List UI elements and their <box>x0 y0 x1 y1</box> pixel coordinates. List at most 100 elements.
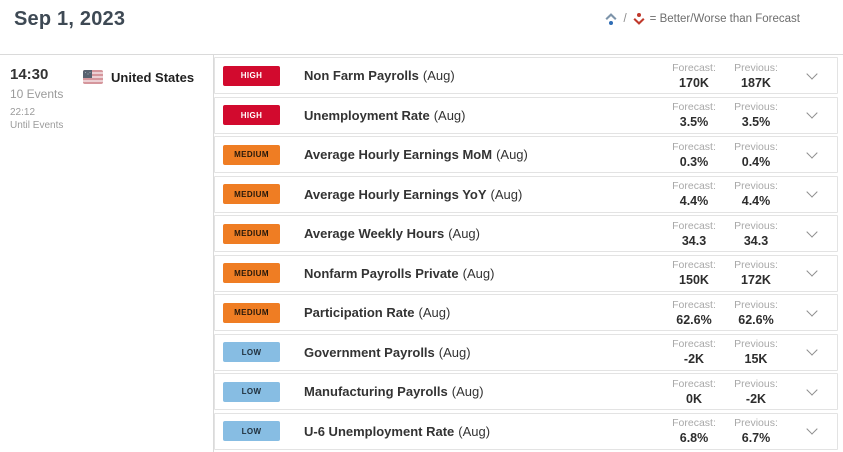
importance-badge: LOW <box>223 381 280 402</box>
expand-row-button[interactable] <box>787 304 837 317</box>
chevron-down-icon <box>806 225 818 238</box>
chevron-down-icon <box>806 107 818 119</box>
previous-value: 187K <box>741 75 771 90</box>
previous-value: 34.3 <box>743 233 769 248</box>
countdown-label: Until Events <box>10 120 64 131</box>
previous-column: Previous: 172K <box>725 259 787 287</box>
event-row-u6-unemployment-rate[interactable]: LOW U-6 Unemployment Rate (Aug) Forecast:… <box>214 412 838 450</box>
previous-value: 172K <box>741 273 771 287</box>
importance-badge: MEDIUM <box>223 144 280 165</box>
forecast-value: 3.5% <box>679 115 709 129</box>
chevron-down-icon <box>806 383 818 396</box>
expand-row-button[interactable] <box>787 146 837 159</box>
previous-value: 0.4% <box>741 154 771 169</box>
importance-badge: LOW <box>223 342 280 362</box>
page-header: Sep 1, 2023 / = Better/Worse than Foreca… <box>0 0 843 55</box>
event-name: Government Payrolls (Aug) <box>304 344 471 360</box>
importance-badge: MEDIUM <box>223 223 280 244</box>
event-name: Average Weekly Hours (Aug) <box>304 226 480 241</box>
forecast-column: Forecast: 0.3% <box>663 141 725 169</box>
forecast-value: 6.8% <box>679 431 709 445</box>
expand-row-button[interactable] <box>787 67 837 80</box>
chevron-down-icon <box>806 67 818 80</box>
event-row-non-farm-payrolls[interactable]: HIGH Non Farm Payrolls (Aug) Forecast: 17… <box>214 57 838 94</box>
better-than-forecast-icon <box>604 12 618 26</box>
forecast-value: 170K <box>679 75 709 90</box>
forecast-column: Forecast: 170K <box>663 62 725 90</box>
event-row-participation-rate[interactable]: MEDIUM Participation Rate (Aug) Forecast:… <box>214 294 838 331</box>
event-name: Unemployment Rate (Aug) <box>304 107 466 123</box>
chevron-down-icon <box>806 186 818 198</box>
forecast-column: Forecast: 62.6% <box>663 299 725 327</box>
event-row-avg-hourly-earnings-yoy[interactable]: MEDIUM Average Hourly Earnings YoY (Aug) … <box>214 175 838 213</box>
forecast-column: Forecast: -2K <box>663 338 725 366</box>
event-name: Average Hourly Earnings YoY (Aug) <box>304 186 523 202</box>
calendar-content: 14:30 10 Events 22:12 Until Events <box>0 55 843 452</box>
better-worse-legend: / = Better/Worse than Forecast <box>604 12 800 26</box>
event-row-nonfarm-payrolls-private[interactable]: MEDIUM Nonfarm Payrolls Private (Aug) For… <box>214 254 838 292</box>
previous-column: Previous: -2K <box>725 378 787 406</box>
expand-row-button[interactable] <box>787 186 837 198</box>
expand-row-button[interactable] <box>787 423 837 435</box>
importance-badge: MEDIUM <box>223 184 280 204</box>
previous-column: Previous: 62.6% <box>725 299 787 327</box>
event-name: Participation Rate (Aug) <box>304 305 451 320</box>
event-name: Manufacturing Payrolls (Aug) <box>304 384 484 399</box>
previous-column: Previous: 6.7% <box>725 417 787 445</box>
previous-value: 4.4% <box>741 194 771 208</box>
importance-badge: HIGH <box>223 105 280 125</box>
event-row-unemployment-rate[interactable]: HIGH Unemployment Rate (Aug) Forecast: 3.… <box>214 96 838 134</box>
chevron-down-icon <box>806 423 818 435</box>
time-country-sidebar: 14:30 10 Events 22:12 Until Events <box>0 55 214 452</box>
previous-value: -2K <box>745 391 767 406</box>
page-title: Sep 1, 2023 <box>14 8 126 30</box>
event-row-avg-hourly-earnings-mom[interactable]: MEDIUM Average Hourly Earnings MoM (Aug) … <box>214 136 838 173</box>
forecast-column: Forecast: 150K <box>663 259 725 287</box>
previous-column: Previous: 0.4% <box>725 141 787 169</box>
legend-text: = Better/Worse than Forecast <box>649 13 800 25</box>
event-name: Nonfarm Payrolls Private (Aug) <box>304 265 495 281</box>
forecast-column: Forecast: 34.3 <box>663 220 725 248</box>
forecast-column: Forecast: 3.5% <box>663 101 725 129</box>
countdown-timer: 22:12 <box>10 107 36 118</box>
importance-badge: LOW <box>223 421 280 441</box>
previous-column: Previous: 3.5% <box>725 101 787 129</box>
forecast-value: 150K <box>679 273 709 287</box>
event-name: U-6 Unemployment Rate (Aug) <box>304 423 491 439</box>
event-name: Non Farm Payrolls (Aug) <box>304 68 455 83</box>
event-name: Average Hourly Earnings MoM (Aug) <box>304 147 528 162</box>
previous-value: 6.7% <box>741 431 771 445</box>
expand-row-button[interactable] <box>787 344 837 356</box>
event-row-manufacturing-payrolls[interactable]: LOW Manufacturing Payrolls (Aug) Forecast… <box>214 373 838 410</box>
previous-value: 62.6% <box>738 312 774 327</box>
event-row-government-payrolls[interactable]: LOW Government Payrolls (Aug) Forecast: -… <box>214 333 838 371</box>
importance-badge: HIGH <box>223 65 280 86</box>
expand-row-button[interactable] <box>787 225 837 238</box>
forecast-value: 0.3% <box>679 154 709 169</box>
previous-value: 3.5% <box>741 115 771 129</box>
chevron-down-icon <box>806 344 818 356</box>
expand-row-button[interactable] <box>787 265 837 277</box>
expand-row-button[interactable] <box>787 107 837 119</box>
previous-column: Previous: 4.4% <box>725 180 787 208</box>
previous-column: Previous: 15K <box>725 338 787 366</box>
forecast-value: 0K <box>686 391 702 406</box>
forecast-column: Forecast: 0K <box>663 378 725 406</box>
legend-separator: / <box>623 13 627 25</box>
importance-badge: MEDIUM <box>223 302 280 323</box>
forecast-column: Forecast: 6.8% <box>663 417 725 445</box>
previous-column: Previous: 187K <box>725 62 787 90</box>
time-block: 14:30 10 Events 22:12 Until Events <box>10 66 83 452</box>
worse-than-forecast-icon <box>632 12 646 26</box>
event-row-avg-weekly-hours[interactable]: MEDIUM Average Weekly Hours (Aug) Forecas… <box>214 215 838 252</box>
forecast-value: 62.6% <box>676 312 712 327</box>
expand-row-button[interactable] <box>787 383 837 396</box>
events-list: HIGH Non Farm Payrolls (Aug) Forecast: 17… <box>214 55 843 452</box>
forecast-value: 4.4% <box>679 194 709 208</box>
chevron-down-icon <box>806 304 818 317</box>
importance-badge: MEDIUM <box>223 263 280 283</box>
country-block: United States <box>83 68 194 86</box>
previous-value: 15K <box>744 352 768 366</box>
forecast-value: 34.3 <box>681 233 707 248</box>
events-count: 10 Events <box>10 87 64 101</box>
